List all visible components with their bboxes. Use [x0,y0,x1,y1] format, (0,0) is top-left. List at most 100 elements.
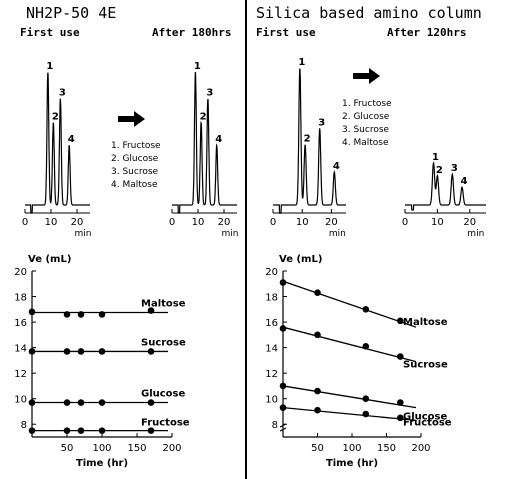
ve-point-1-0-2 [362,306,370,313]
ve-y-tick-label-1-2: 12 [265,369,278,380]
legend-item-0-2: 3. Sucrose [111,167,159,177]
arrow-icon-0 [118,111,145,127]
peak-label-3-2: 3 [451,163,458,174]
ve-point-0-0-4 [147,307,155,314]
ve-y-tick-label-1-0: 8 [272,420,278,431]
chromatogram-tick-label-0-2: 20 [71,217,84,228]
ve-y-tick-label-0-0: 8 [21,420,27,431]
ve-x-tick-label-1-2: 150 [377,443,396,454]
ve-series-name-0-1: Sucrose [141,337,186,348]
legend-item-1-1: 2. Glucose [342,112,390,122]
legend-item-0-1: 2. Glucose [111,154,159,164]
ve-point-1-1-1 [314,331,321,339]
peak-label-2-0: 1 [298,57,305,68]
ve-point-0-1-0 [28,348,36,355]
ve-point-1-2-1 [314,387,321,395]
chromatogram-tick-label-1-2: 20 [218,217,231,228]
peak-label-0-2: 3 [59,88,66,99]
ve-series-name-1-3: Fructose [403,417,452,428]
chromatogram-tick-label-2-2: 20 [325,217,338,228]
chromatogram-tick-label-0-0: 0 [22,217,28,228]
ve-point-0-3-1 [63,427,71,434]
legend-item-1-2: 3. Sucrose [342,125,390,135]
peak-label-3-0: 1 [432,152,439,163]
ve-point-0-3-4 [147,427,155,434]
ve-y-tick-label-0-4: 16 [14,318,27,329]
peak-label-2-1: 2 [304,134,311,145]
ve-point-0-1-4 [147,348,155,355]
ve-point-0-0-1 [63,311,71,318]
ve-point-1-1-3 [397,353,404,360]
chromatogram-trace-0 [25,72,90,214]
ve-point-0-2-0 [28,399,36,406]
peak-label-2-2: 3 [318,117,325,128]
ve-fit-line-1-1 [282,326,417,363]
panel-divider [245,0,247,479]
chromatogram-trace-2 [273,68,346,214]
ve-y-tick-label-0-6: 20 [14,267,27,278]
ve-point-1-2-3 [397,399,404,406]
ve-series-name-0-3: Fructose [141,418,190,429]
ve-point-1-0-1 [314,289,321,297]
legend-item-0-0: 1. Fructose [111,141,161,151]
ve-series-name-1-1: Sucrose [403,360,448,371]
chromatogram-xlabel-2: min [329,229,346,239]
ve-ylabel-1: Ve (mL) [279,254,322,265]
ve-point-0-1-3 [98,348,106,355]
ve-xlabel-1: Time (hr) [326,458,378,469]
ve-point-0-2-4 [147,399,155,406]
peak-label-2-3: 4 [333,161,340,172]
ve-y-tick-label-0-1: 10 [14,395,27,406]
ve-point-0-1-2 [77,348,85,355]
ve-point-1-3-1 [314,406,321,414]
ve-point-1-1-2 [362,343,370,350]
arrow-icon-1 [353,68,380,84]
ve-point-1-1-0 [279,325,287,332]
peak-label-0-0: 1 [46,61,53,72]
chromatogram-trace-3 [405,161,486,211]
ve-y-tick-label-1-3: 14 [265,344,278,355]
ve-fit-line-1-3 [282,406,417,422]
ve-x-tick-label-1-1: 100 [342,443,361,454]
ve-ylabel-0: Ve (mL) [28,254,71,265]
peak-label-1-0: 1 [194,61,201,72]
ve-point-0-2-1 [63,399,71,406]
ve-y-tick-label-0-3: 14 [14,344,27,355]
peak-label-1-3: 4 [215,134,222,145]
ve-y-tick-label-0-2: 12 [14,369,27,380]
ve-series-name-0-0: Maltose [141,299,186,310]
right-after-label: After 120hrs [387,26,467,39]
chromatogram-tick-label-2-0: 0 [270,217,276,228]
ve-y-tick-label-1-5: 18 [265,293,278,304]
ve-point-0-3-0 [28,427,36,434]
left-after-label: After 180hrs [152,26,232,39]
ve-x-tick-label-0-1: 100 [92,443,111,454]
ve-point-0-2-3 [98,399,106,406]
chromatogram-tick-label-0-1: 10 [45,217,58,228]
peak-label-1-1: 2 [200,112,207,123]
chromatogram-tick-label-1-0: 0 [169,217,175,228]
peak-label-0-3: 4 [68,134,75,145]
ve-series-name-0-2: Glucose [141,389,186,400]
ve-point-0-3-3 [98,427,106,434]
chromatogram-tick-label-1-1: 10 [192,217,205,228]
ve-x-tick-label-0-3: 200 [162,443,181,454]
peak-label-0-1: 2 [52,112,59,123]
ve-point-0-0-3 [98,311,106,318]
ve-series-name-1-2: Glucose [403,412,448,423]
left-before-label: First use [20,26,80,39]
ve-fit-line-1-0 [282,280,417,328]
ve-y-tick-label-1-1: 10 [265,395,278,406]
legend-item-0-3: 4. Maltose [111,180,158,190]
peak-label-3-3: 4 [461,176,468,187]
chromatogram-trace-1 [172,71,237,214]
ve-point-1-3-2 [362,410,370,418]
left-panel-title: NH2P-50 4E [26,4,117,22]
ve-x-tick-label-0-0: 50 [61,443,74,454]
chromatogram-xlabel-1: min [222,229,239,239]
chromatogram-tick-label-3-2: 20 [463,217,476,228]
ve-y-tick-label-0-5: 18 [14,293,27,304]
legend-item-1-0: 1. Fructose [342,99,392,109]
ve-x-tick-label-1-0: 50 [311,443,324,454]
right-before-label: First use [256,26,316,39]
